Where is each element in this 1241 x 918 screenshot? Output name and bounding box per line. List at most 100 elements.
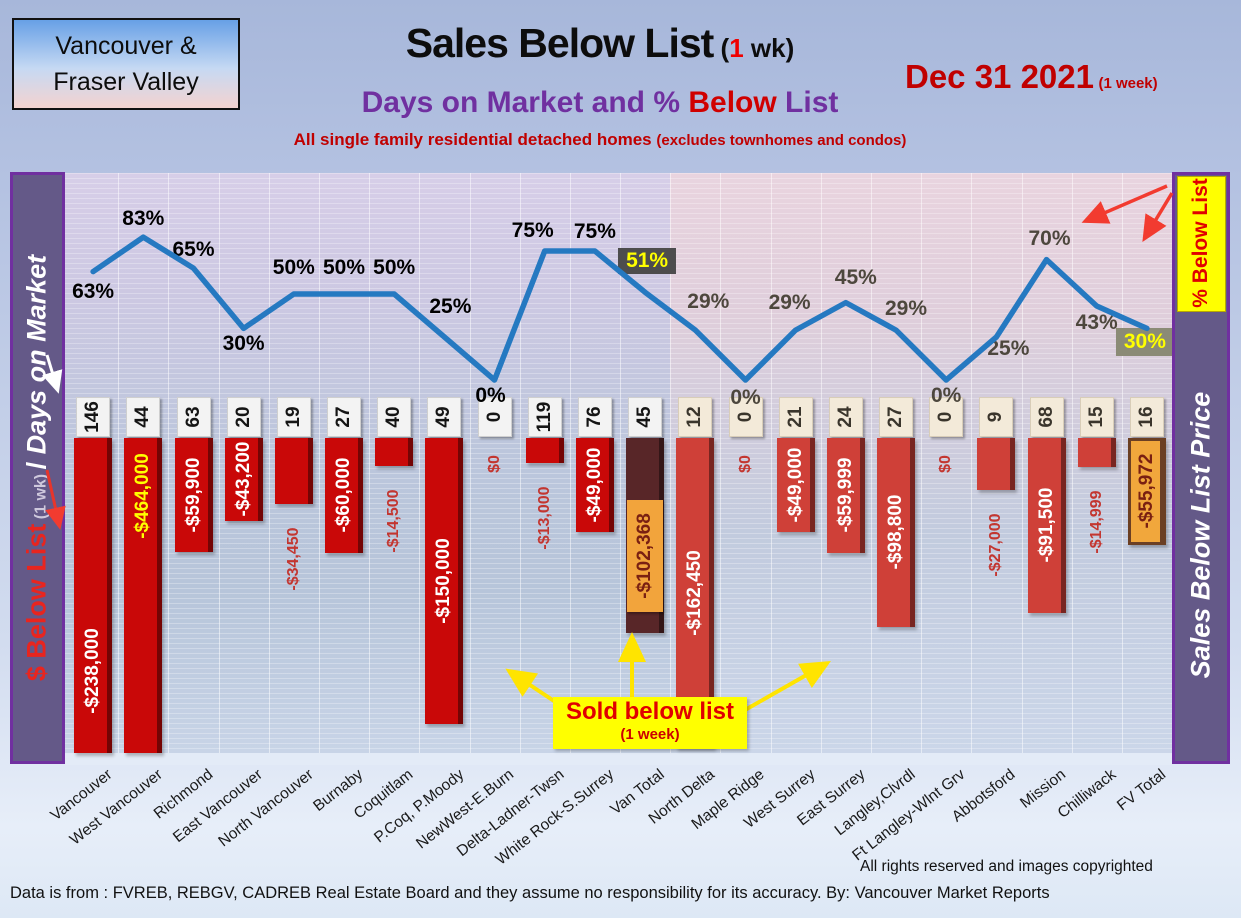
days-on-market-box-fv-total [1129,397,1164,437]
percent-label-burnaby: 50% [322,256,366,279]
copyright-note: All rights reserved and images copyright… [860,858,1153,875]
bar-value-richmond: -$59,900 [182,457,204,533]
region-line1: Vancouver & [55,31,197,60]
days-on-market-box-newwest-e-burn [477,397,512,437]
bar-west-vancouver [124,438,163,753]
days-on-market-value-coquitlam: 40 [383,406,405,428]
bar-abbotsford [977,438,1016,490]
percent-label-east-vancouver: 30% [222,332,265,356]
gridline-vertical [1021,173,1023,753]
bar-value-newwest-e-burn: $0 [485,455,503,473]
data-source-note: Data is from : FVREB, REBGV, CADREB Real… [10,884,1050,902]
bar-value-abbotsford: -$27,000 [987,512,1005,577]
days-on-market-value-fv-total: 16 [1135,406,1157,428]
percent-label-richmond: 65% [172,238,215,262]
tagline-note: (excludes townhomes and condos) [656,132,907,149]
percent-label-north-delta: 29% [687,290,730,314]
days-on-market-box-p-coq-p-moody [427,397,462,437]
days-on-market-value-abbotsford: 9 [985,411,1007,423]
days-on-market-value-langley-clvrdl: 27 [885,406,906,428]
bar-value-west-vancouver: -$464,000 [132,452,154,539]
date-note: (1 week) [1098,75,1158,92]
left-axis-title: $ Below List (1 wk) / Days on Market [22,255,53,681]
bar-value-fv-total: -$55,972 [1135,453,1157,529]
days-on-market-box-abbotsford [979,397,1014,437]
days-on-market-value-newwest-e-burn: 0 [483,411,505,423]
days-on-market-value-chilliwack: 15 [1085,406,1107,428]
percent-label-west-vancouver: 83% [122,207,165,231]
gridline-vertical [519,173,521,753]
bar-west-surrey [776,438,815,532]
days-on-market-value-north-vancouver: 19 [282,406,304,428]
days-on-market-value-delta-ladner-twsn: 119 [533,401,555,433]
bar-p-coq-p-moody [425,438,464,725]
days-on-market-value-mission: 68 [1035,406,1057,428]
left-axis-bar [10,172,65,764]
bar-richmond [174,438,213,553]
bar-vancouver [74,438,113,753]
days-on-market-box-north-delta [678,397,713,437]
days-on-market-box-van-total [628,397,663,437]
days-on-market-box-white-rock-s-surrey [577,397,612,437]
percent-label-delta-ladner-twsn: 75% [511,219,554,242]
bar-fv-total [1127,438,1166,545]
days-on-market-box-vancouver [76,397,111,437]
left-axis-week-note: (1 wk) [32,469,50,524]
days-on-market-value-richmond: 63 [182,406,204,428]
bar-value-east-vancouver: -$43,200 [232,441,254,517]
days-on-market-value-east-vancouver: 20 [232,406,254,428]
percent-below-list-label: % Below List [1189,178,1212,308]
percent-label-ft-langley-wlnt-grv: 0% [931,384,962,407]
percent-label-coquitlam: 50% [373,256,416,279]
bar-east-surrey [826,438,865,553]
subtitle-below: Below [688,86,777,119]
days-on-market-box-east-vancouver [226,397,261,437]
gridline-vertical [770,173,772,753]
percent-label-p-coq-p-moody: 25% [429,295,472,318]
percent-label-abbotsford: 25% [987,337,1030,360]
left-axis-separator: / [21,454,52,470]
bar-coquitlam [375,438,414,466]
bar-white-rock-s-surrey [575,438,614,532]
gridline-vertical [419,173,421,753]
gridline-vertical [318,173,320,753]
date-main: Dec 31 2021 [905,58,1094,95]
days-on-market-box-mission [1029,397,1064,437]
subtitle-part1: Days on Market and % [361,86,689,119]
left-axis-days-label: Days on Market [21,254,52,455]
page-tagline: All single family residential detached h… [250,130,950,150]
bar-value-coquitlam: -$14,500 [385,489,403,553]
percent-label-langley-clvrdl: 29% [884,297,928,321]
days-on-market-box-langley-clvrdl [879,397,913,437]
days-on-market-box-richmond [176,397,211,437]
days-on-market-box-east-surrey [828,397,863,437]
gridline-vertical [820,173,822,753]
bar-value-north-delta: -$162,450 [684,550,706,636]
bar-langley-clvrdl [877,438,915,627]
bar-value-delta-ladner-twsn: -$13,000 [535,486,553,550]
days-on-market-value-burnaby: 27 [333,406,354,428]
gridline-vertical [569,173,571,753]
days-on-market-value-west-vancouver: 44 [132,406,154,428]
gridline-vertical [921,173,923,753]
percent-label-mission: 70% [1028,226,1071,250]
bar-value-ft-langley-wlnt-grv: $0 [937,455,955,473]
bar-label-box-van-total [627,500,664,612]
plot-base-strip [65,753,1172,765]
tagline-main: All single family residential detached h… [293,130,657,149]
bar-value-east-surrey: -$59,999 [834,457,856,533]
x-axis-label-fv-total: FV Total [1114,766,1170,815]
gridline-vertical [218,173,220,753]
days-on-market-box-chilliwack [1079,397,1114,437]
bar-delta-ladner-twsn [525,438,564,463]
gridline-vertical [1071,173,1073,753]
bar-value-white-rock-s-surrey: -$49,000 [583,447,605,523]
days-on-market-value-west-surrey: 21 [784,406,806,428]
days-on-market-value-east-surrey: 24 [834,406,856,428]
percent-label-maple-ridge: 0% [730,386,761,409]
days-on-market-value-p-coq-p-moody: 49 [433,406,455,428]
percent-label-vancouver: 63% [72,279,115,303]
left-axis-dollar-label: $ Below List [21,523,52,682]
days-on-market-value-north-delta: 12 [684,406,706,428]
